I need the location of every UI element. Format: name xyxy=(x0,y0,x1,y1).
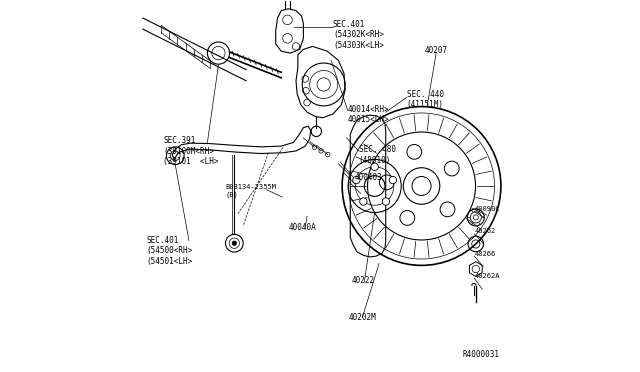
Text: B08134-2355M
(B): B08134-2355M (B) xyxy=(226,184,277,198)
Text: R4000031: R4000031 xyxy=(462,350,499,359)
Circle shape xyxy=(382,198,390,205)
Circle shape xyxy=(360,198,367,205)
Text: SEC.391
(39100M<RH>
(39101  <LH>: SEC.391 (39100M<RH> (39101 <LH> xyxy=(163,136,219,166)
Text: 40262A: 40262A xyxy=(474,273,500,279)
Text: 400403: 400403 xyxy=(355,173,383,182)
Text: 40222: 40222 xyxy=(351,276,374,285)
Text: 40014<RH>
40015<LH>: 40014<RH> 40015<LH> xyxy=(348,105,389,124)
Circle shape xyxy=(353,176,360,184)
Text: 40262: 40262 xyxy=(474,228,495,234)
Circle shape xyxy=(389,176,397,184)
Text: 40266: 40266 xyxy=(474,251,495,257)
Text: SEC. 440
(41151M): SEC. 440 (41151M) xyxy=(407,90,444,109)
Circle shape xyxy=(232,241,237,246)
Text: 40040A: 40040A xyxy=(289,223,316,232)
Text: 40202M: 40202M xyxy=(349,313,376,323)
Text: SEC. 480
(48010): SEC. 480 (48010) xyxy=(359,145,396,165)
Text: 40207: 40207 xyxy=(425,46,448,55)
Text: 40090C: 40090C xyxy=(474,206,500,212)
Circle shape xyxy=(371,163,378,170)
Text: SEC.401
(54302K<RH>
(54303K<LH>: SEC.401 (54302K<RH> (54303K<LH> xyxy=(333,20,384,49)
Text: SEC.401
(54500<RH>
(54501<LH>: SEC.401 (54500<RH> (54501<LH> xyxy=(147,236,193,266)
